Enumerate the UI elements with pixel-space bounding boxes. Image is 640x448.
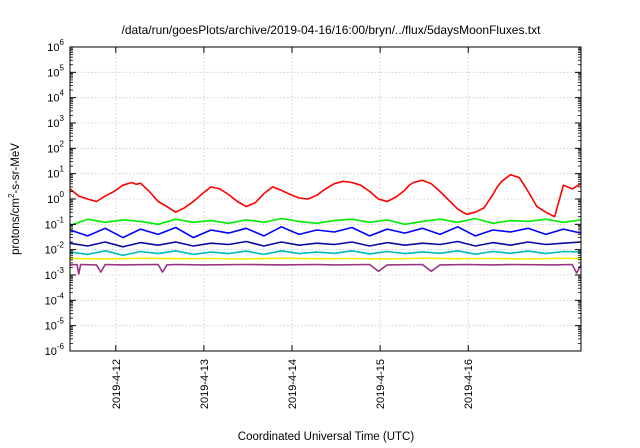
y-tick-label: 102 <box>47 139 64 155</box>
x-axis-ticks: 2019-4-12 2019-4-13 2019-4-14 2019-4-15 2019… <box>111 47 475 409</box>
series-line-4 <box>69 240 582 248</box>
y-tick-label: 10-3 <box>45 266 65 282</box>
y-tick-label: 101 <box>47 165 64 181</box>
y-axis-label: protons/cm2-s-sr-MeV <box>7 143 22 255</box>
grid-lines <box>70 47 581 351</box>
y-tick-label: 100 <box>47 190 64 206</box>
x-axis-label: Coordinated Universal Time (UTC) <box>238 431 415 443</box>
x-tick-label: 2019-4-14 <box>287 359 299 409</box>
series-line-1 <box>69 174 582 218</box>
y-axis-ticks: 10-6 10-5 10-4 10-3 10-2 10-1 100 101 102 103 104 1… <box>45 38 581 358</box>
y-tick-label: 103 <box>47 114 64 130</box>
series-line-6 <box>69 257 582 260</box>
x-tick-label: 2019-4-15 <box>375 359 387 409</box>
x-tick-label: 2019-4-13 <box>199 359 211 409</box>
y-tick-label: 104 <box>47 89 64 105</box>
y-tick-label: 10-4 <box>45 291 65 307</box>
x-tick-label: 2019-4-12 <box>111 359 123 409</box>
y-tick-label: 10-2 <box>45 241 65 257</box>
data-series <box>69 174 582 275</box>
y-tick-label: 10-6 <box>45 342 65 358</box>
series-line-7 <box>69 263 582 275</box>
series-line-2 <box>69 217 582 227</box>
y-tick-label: 105 <box>47 63 64 79</box>
x-tick-label: 2019-4-16 <box>463 359 475 409</box>
series-line-3 <box>69 226 582 239</box>
y-tick-label: 10-1 <box>45 215 65 231</box>
y-tick-label: 10-5 <box>45 317 65 333</box>
series-line-5 <box>69 250 582 257</box>
chart-title: /data/run/goesPlots/archive/2019-04-16/1… <box>122 23 542 37</box>
y-tick-label: 106 <box>47 38 64 54</box>
